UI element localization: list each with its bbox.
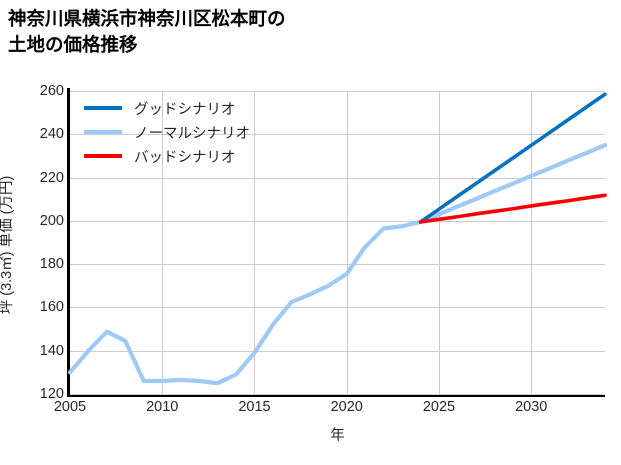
y-tick-label: 220 [39,169,64,186]
legend-swatch-icon [84,154,122,158]
page-title: 神奈川県横浜市神奈川区松本町の 土地の価格推移 [8,8,286,55]
x-tick-label: 2015 [238,399,271,415]
plot-background [70,91,605,394]
gridline-vertical [438,91,440,394]
gridline-horizontal [70,91,605,92]
legend-item[interactable]: グッドシナリオ [84,96,250,120]
x-tick-label: 2010 [146,399,179,415]
gridline-vertical [346,91,348,394]
series-line-normal [67,143,608,386]
gridline-horizontal [70,307,605,309]
x-tick-label: 2030 [515,399,548,415]
gridline-horizontal [70,177,605,179]
legend-swatch-icon [84,130,122,134]
y-axis-tick-labels: 120 140 160 180 200 220 240 260 [0,0,64,465]
x-tick-label: 2005 [53,399,87,415]
series-line-bad [418,193,607,224]
y-tick-label: 180 [39,256,64,273]
x-tick-label: 2020 [330,399,363,415]
gridline-vertical [162,91,164,394]
y-tick-label: 240 [39,126,64,143]
x-axis-line [67,394,605,397]
y-tick-label: 260 [39,83,64,99]
y-tick-label: 140 [39,342,64,359]
series-lines [67,92,608,386]
legend-swatch-icon [84,106,122,110]
gridline-horizontal [70,350,605,352]
legend-item[interactable]: ノーマルシナリオ [84,120,250,144]
legend-label: バッドシナリオ [134,149,236,166]
series-line-good [418,92,607,224]
legend-label: グッドシナリオ [134,101,236,118]
gridline-vertical [254,91,256,394]
gridline-horizontal [70,134,605,136]
legend-label: ノーマルシナリオ [134,125,250,142]
gridline-horizontal [70,264,605,266]
legend-item[interactable]: バッドシナリオ [84,144,250,168]
y-tick-label: 160 [39,299,64,316]
y-tick-label: 200 [39,212,64,229]
x-axis-label: 年 [330,428,345,444]
gridline-horizontal [70,220,605,222]
gridline-vertical [531,91,533,394]
chart-legend: グッドシナリオ ノーマルシナリオ バッドシナリオ [78,90,258,174]
x-tick-label: 2025 [422,399,456,415]
y-axis-line [67,88,70,397]
y-axis-label: 坪 (3.3㎡) 単価 (万円) [0,0,15,315]
plot-area [67,91,608,395]
y-axis-label-text: 坪 (3.3㎡) 単価 (万円) [0,175,15,315]
y-tick-label: 120 [39,386,64,402]
gridline-horizontal [70,394,605,395]
